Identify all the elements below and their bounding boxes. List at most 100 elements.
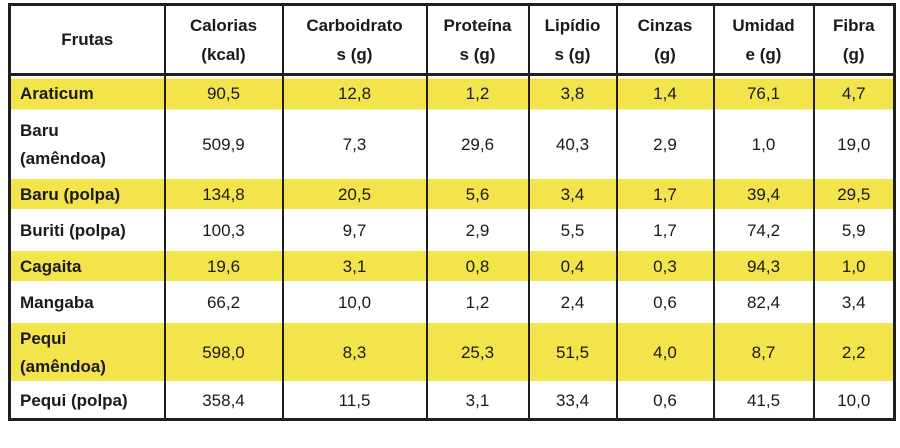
value-cell: 0,6 bbox=[615, 284, 715, 321]
value-cell: 1,2 bbox=[425, 284, 530, 321]
value-cell: 19,6 bbox=[163, 248, 284, 285]
fruit-name-cell: Pequi (amêndoa) bbox=[8, 320, 166, 385]
value-cell: 20,5 bbox=[281, 176, 428, 213]
header-line: Cinzas bbox=[637, 15, 693, 35]
header-line: Proteína bbox=[443, 15, 512, 35]
table-row-buriti-polpa: Buriti (polpa) 100,3 9,7 2,9 5,5 1,7 74,… bbox=[8, 212, 896, 249]
value-cell: 12,8 bbox=[281, 74, 428, 113]
value-cell: 40,3 bbox=[527, 112, 618, 177]
fruit-name: (amêndoa) bbox=[20, 148, 106, 168]
fruit-name: Pequi (polpa) bbox=[20, 391, 128, 411]
table-row-cagaita: Cagaita 19,6 3,1 0,8 0,4 0,3 94,3 1,0 bbox=[8, 248, 896, 285]
value-cell: 4,0 bbox=[615, 320, 715, 385]
header-line: (kcal) bbox=[201, 44, 246, 64]
table-row-pequi-amendoa: Pequi (amêndoa) 598,0 8,3 25,3 51,5 4,0 8… bbox=[8, 320, 896, 385]
value-cell: 3,8 bbox=[527, 74, 618, 113]
header-calorias: Calorias (kcal) bbox=[163, 4, 284, 76]
value-cell: 0,3 bbox=[615, 248, 715, 285]
header-line: e (g) bbox=[745, 44, 782, 64]
table-row-mangaba: Mangaba 66,2 10,0 1,2 2,4 0,6 82,4 3,4 bbox=[8, 284, 896, 321]
value-cell: 51,5 bbox=[527, 320, 618, 385]
fruit-name-cell: Mangaba bbox=[8, 284, 166, 321]
header-carboidratos: Carboidrato s (g) bbox=[281, 4, 428, 76]
fruit-name-cell: Buriti (polpa) bbox=[8, 212, 166, 249]
value-cell: 358,4 bbox=[163, 384, 284, 420]
value-cell: 1,0 bbox=[812, 248, 896, 285]
table-row-baru-amendoa: Baru (amêndoa) 509,9 7,3 29,6 40,3 2,9 1,… bbox=[8, 112, 896, 177]
fruit-name: Pequi bbox=[20, 328, 67, 348]
value-cell: 0,4 bbox=[527, 248, 618, 285]
value-cell: 0,6 bbox=[615, 384, 715, 420]
value-cell: 3,4 bbox=[527, 176, 618, 213]
header-row: Frutas Calorias (kcal) Carboidrato s (g) P… bbox=[8, 4, 896, 76]
header-line: s (g) bbox=[336, 44, 373, 64]
value-cell: 3,1 bbox=[425, 384, 530, 420]
value-cell: 1,7 bbox=[615, 176, 715, 213]
value-cell: 509,9 bbox=[163, 112, 284, 177]
header-line: (g) bbox=[654, 44, 676, 64]
fruit-name: Buriti (polpa) bbox=[20, 220, 126, 240]
value-cell: 94,3 bbox=[712, 248, 815, 285]
value-cell: 8,3 bbox=[281, 320, 428, 385]
header-line: (g) bbox=[842, 44, 865, 64]
value-cell: 1,0 bbox=[712, 112, 815, 177]
value-cell: 5,6 bbox=[425, 176, 530, 213]
value-cell: 66,2 bbox=[163, 284, 284, 321]
value-cell: 19,0 bbox=[812, 112, 896, 177]
value-cell: 82,4 bbox=[712, 284, 815, 321]
value-cell: 7,3 bbox=[281, 112, 428, 177]
header-line: Frutas bbox=[61, 30, 114, 49]
fruit-name-cell: Araticum bbox=[8, 74, 166, 113]
header-line: Umidad bbox=[732, 15, 795, 35]
value-cell: 5,9 bbox=[812, 212, 896, 249]
fruit-name: Cagaita bbox=[20, 256, 82, 276]
fruit-name: Mangaba bbox=[20, 292, 94, 312]
header-line: Carboidrato bbox=[306, 15, 403, 35]
fruit-name-cell: Cagaita bbox=[8, 248, 166, 285]
fruit-name-cell: Baru (amêndoa) bbox=[8, 112, 166, 177]
value-cell: 9,7 bbox=[281, 212, 428, 249]
value-cell: 2,4 bbox=[527, 284, 618, 321]
value-cell: 8,7 bbox=[712, 320, 815, 385]
header-lipidios: Lipídio s (g) bbox=[527, 4, 618, 76]
value-cell: 39,4 bbox=[712, 176, 815, 213]
header-proteinas: Proteína s (g) bbox=[425, 4, 530, 76]
fruit-name: (amêndoa) bbox=[20, 356, 106, 376]
header-line: s (g) bbox=[554, 44, 591, 64]
nutrition-table: Frutas Calorias (kcal) Carboidrato s (g) P… bbox=[8, 3, 896, 421]
table-row-araticum: Araticum 90,5 12,8 1,2 3,8 1,4 76,1 4,7 bbox=[8, 74, 896, 113]
value-cell: 2,9 bbox=[615, 112, 715, 177]
value-cell: 1,4 bbox=[615, 74, 715, 113]
value-cell: 41,5 bbox=[712, 384, 815, 420]
value-cell: 25,3 bbox=[425, 320, 530, 385]
value-cell: 100,3 bbox=[163, 212, 284, 249]
value-cell: 33,4 bbox=[527, 384, 618, 420]
fruit-name: Baru (polpa) bbox=[20, 184, 121, 204]
value-cell: 4,7 bbox=[812, 74, 896, 113]
value-cell: 90,5 bbox=[163, 74, 284, 113]
value-cell: 2,2 bbox=[812, 320, 896, 385]
header-umidade: Umidad e (g) bbox=[712, 4, 815, 76]
header-line: Calorias bbox=[189, 15, 258, 35]
value-cell: 10,0 bbox=[281, 284, 428, 321]
value-cell: 11,5 bbox=[281, 384, 428, 420]
value-cell: 76,1 bbox=[712, 74, 815, 113]
header-line: s (g) bbox=[459, 44, 496, 64]
value-cell: 74,2 bbox=[712, 212, 815, 249]
header-frutas: Frutas bbox=[8, 4, 166, 76]
header-line: Lipídio bbox=[544, 15, 601, 35]
value-cell: 10,0 bbox=[812, 384, 896, 420]
value-cell: 29,6 bbox=[425, 112, 530, 177]
header-cinzas: Cinzas (g) bbox=[615, 4, 715, 76]
fruit-name: Baru bbox=[20, 120, 59, 140]
value-cell: 2,9 bbox=[425, 212, 530, 249]
value-cell: 0,8 bbox=[425, 248, 530, 285]
value-cell: 3,1 bbox=[281, 248, 428, 285]
table-row-baru-polpa: Baru (polpa) 134,8 20,5 5,6 3,4 1,7 39,4… bbox=[8, 176, 896, 213]
header-line: Fibra bbox=[832, 15, 875, 35]
value-cell: 1,7 bbox=[615, 212, 715, 249]
value-cell: 29,5 bbox=[812, 176, 896, 213]
value-cell: 1,2 bbox=[425, 74, 530, 113]
fruit-name-cell: Baru (polpa) bbox=[8, 176, 166, 213]
